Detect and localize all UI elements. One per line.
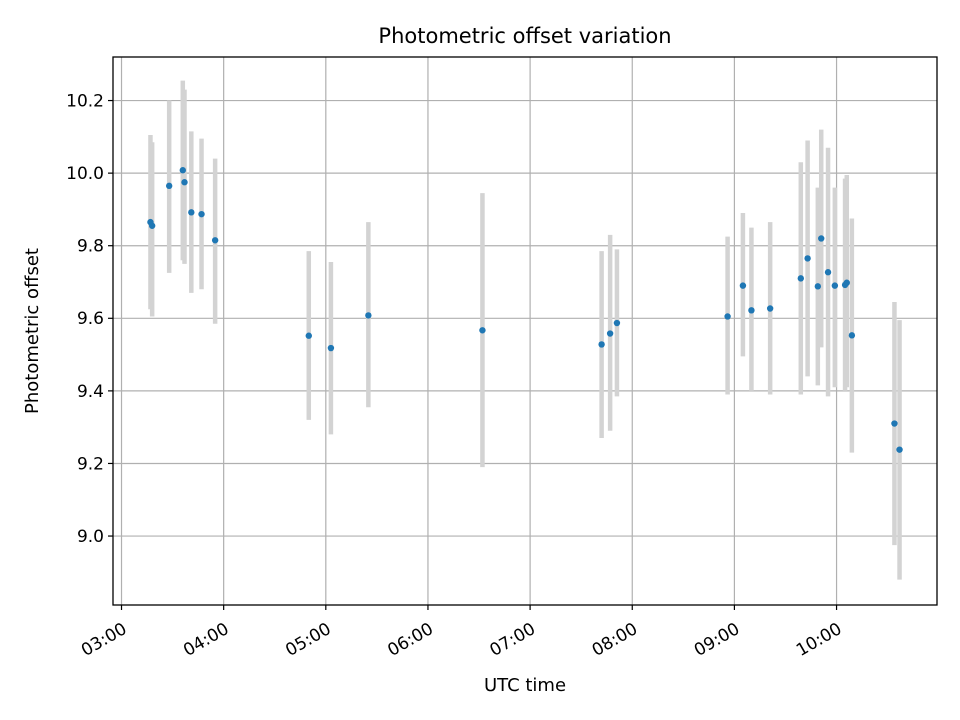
data-point	[824, 269, 832, 276]
data-point	[598, 341, 605, 348]
data-point	[327, 344, 335, 352]
y-tick-label: 10.2	[66, 91, 104, 111]
y-tick-label: 9.6	[77, 309, 104, 329]
data-point	[804, 255, 811, 262]
data-point	[818, 235, 825, 242]
data-point	[896, 446, 903, 453]
data-point	[365, 312, 372, 319]
data-point	[814, 283, 822, 290]
data-point	[188, 209, 195, 216]
y-tick-label: 9.4	[77, 382, 104, 402]
y-tick-label: 9.8	[77, 237, 104, 257]
data-point	[211, 237, 219, 244]
data-point	[891, 420, 898, 427]
data-point	[181, 179, 188, 186]
x-axis-title: UTC time	[484, 675, 566, 696]
y-axis-title: Photometric offset	[22, 248, 43, 414]
data-point	[179, 167, 187, 174]
chart-title: Photometric offset variation	[378, 24, 671, 48]
y-tick-label: 9.2	[77, 454, 104, 474]
data-point	[848, 332, 856, 339]
y-tick-label: 9.0	[77, 527, 104, 547]
data-point	[165, 182, 173, 190]
data-point	[148, 222, 156, 229]
data-point	[843, 279, 850, 286]
data-point	[613, 319, 621, 327]
data-point	[748, 307, 755, 314]
data-point	[831, 282, 839, 289]
data-point	[305, 332, 312, 339]
data-point	[797, 275, 805, 282]
data-points	[147, 167, 903, 453]
data-point	[724, 313, 731, 320]
plot-frame	[112, 56, 938, 606]
y-tick-label: 10.0	[66, 164, 104, 184]
data-point	[606, 330, 614, 337]
data-point	[479, 327, 486, 334]
data-point	[198, 210, 205, 218]
data-point	[739, 282, 747, 289]
data-point	[766, 305, 774, 312]
